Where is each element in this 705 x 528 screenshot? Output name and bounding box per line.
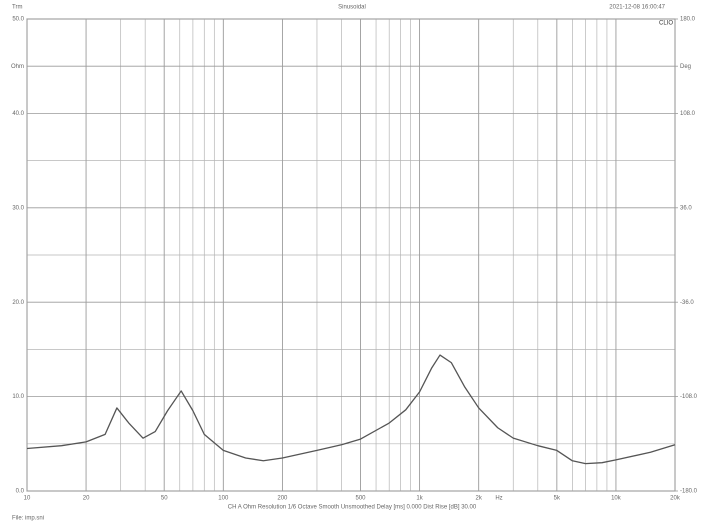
footer: CH A Ohm Resolution 1/6 Octave Smooth Un…	[228, 505, 477, 511]
x-unit-label: Hz	[495, 496, 502, 502]
x-tick-label: 200	[277, 496, 288, 502]
y-tick-label: 40.0	[12, 111, 24, 117]
chart-title: Sinusoidal	[338, 5, 366, 11]
y-tick-label: 50.0	[12, 17, 24, 23]
x-tick-label: 20	[83, 496, 90, 502]
brand: CLIO	[659, 21, 673, 27]
y-tick-label: 20.0	[12, 300, 24, 306]
file-label: File: imp.sni	[12, 516, 44, 522]
y-tick-label: 30.0	[12, 205, 24, 211]
x-tick-label: 5k	[554, 496, 561, 502]
x-tick-label: 10k	[611, 496, 622, 502]
x-tick-label: 20k	[670, 496, 681, 502]
x-tick-label: 500	[356, 496, 367, 502]
y2-tick-label: Deg	[680, 64, 691, 70]
x-tick-label: 1k	[416, 496, 423, 502]
left-label: Trm	[12, 5, 22, 11]
y-tick-label: 0.0	[16, 489, 25, 495]
timestamp: 2021-12-08 16:00:47	[609, 5, 665, 11]
y2-tick-label: -36.0	[680, 300, 694, 306]
impedance-curve	[26, 354, 676, 465]
y2-tick-label: 180.0	[680, 17, 696, 23]
x-tick-label: 10	[24, 496, 31, 502]
y-tick-label: Ohm	[11, 64, 24, 70]
y2-tick-label: -108.0	[680, 394, 698, 400]
x-tick-label: 100	[218, 496, 229, 502]
y2-tick-label: 36.0	[680, 205, 692, 211]
y-tick-label: 10.0	[12, 394, 24, 400]
y2-tick-label: 108.0	[680, 111, 696, 117]
x-tick-label: 2k	[476, 496, 483, 502]
y2-tick-label: -180.0	[680, 489, 698, 495]
x-tick-label: 50	[161, 496, 168, 502]
